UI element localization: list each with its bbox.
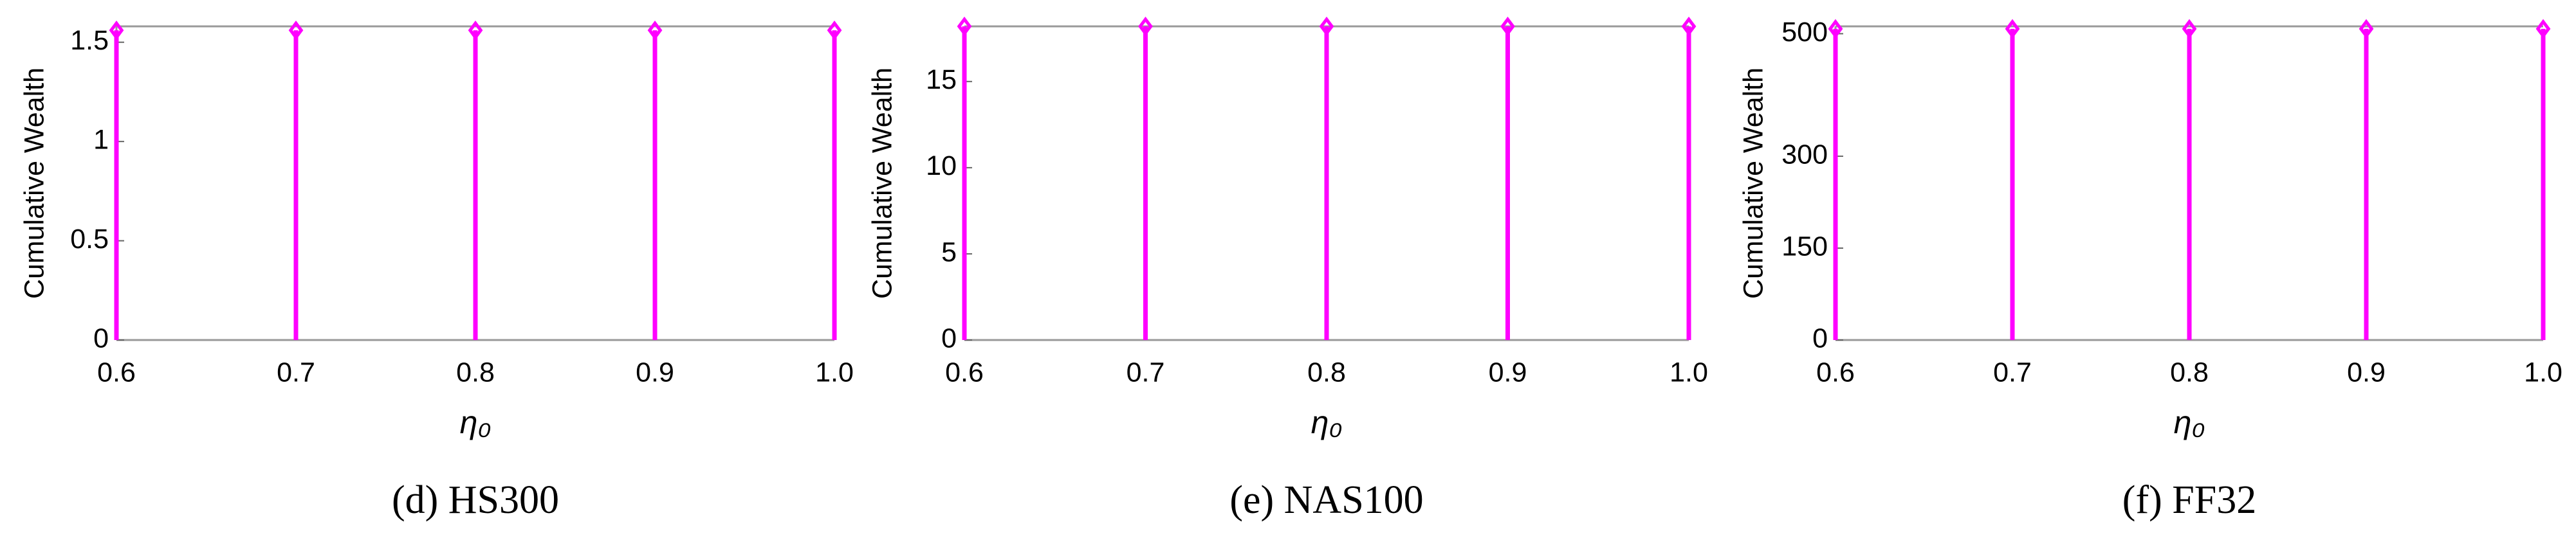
- stem-marker: [288, 21, 304, 40]
- x-axis-label: η₀: [1311, 404, 1343, 440]
- x-tick-label: 0.6: [945, 357, 984, 388]
- stem-marker: [1828, 19, 1843, 39]
- stem-marker: [2535, 19, 2551, 39]
- stem-marker: [2359, 19, 2374, 39]
- stem-marker: [1138, 16, 1153, 37]
- x-axis-label: η₀: [460, 404, 492, 440]
- y-tick-label: 0: [941, 323, 957, 354]
- x-tick-label: 0.9: [636, 357, 674, 388]
- stem-marker: [468, 21, 483, 40]
- stem-marker: [1681, 16, 1697, 37]
- x-tick-label: 0.7: [1993, 357, 2032, 388]
- y-tick-label: 300: [1781, 139, 1828, 170]
- stem-marker: [1500, 16, 1515, 37]
- y-axis-label: Cumulative Wealth: [1738, 67, 1769, 299]
- y-axis-label: Cumulative Wealth: [867, 67, 897, 299]
- stem-marker: [2182, 19, 2197, 39]
- x-tick-label: 0.9: [2347, 357, 2386, 388]
- x-tick-label: 0.6: [1816, 357, 1855, 388]
- x-tick-label: 0.7: [277, 357, 315, 388]
- stem-marker: [1319, 16, 1334, 37]
- y-axis-label: Cumulative Wealth: [19, 67, 50, 299]
- stem-marker: [647, 21, 663, 40]
- caption: (f) FF32: [2122, 478, 2256, 522]
- y-tick-label: 0.5: [70, 224, 109, 255]
- y-tick-label: 1.5: [70, 25, 109, 56]
- x-tick-label: 0.9: [1489, 357, 1527, 388]
- y-tick-label: 150: [1781, 231, 1828, 262]
- y-tick-label: 1: [93, 124, 109, 155]
- x-tick-label: 0.8: [456, 357, 495, 388]
- x-tick-label: 1.0: [815, 357, 854, 388]
- stem-marker: [827, 21, 842, 40]
- x-tick-label: 1.0: [1670, 357, 1708, 388]
- x-tick-label: 0.8: [1307, 357, 1346, 388]
- y-tick-label: 15: [926, 64, 957, 95]
- y-tick-label: 0: [93, 323, 109, 354]
- caption: (d) HS300: [392, 478, 559, 522]
- y-tick-label: 10: [926, 150, 957, 181]
- x-tick-label: 0.8: [2170, 357, 2209, 388]
- x-tick-label: 0.6: [97, 357, 136, 388]
- stem-marker: [2005, 19, 2020, 39]
- y-tick-label: 0: [1812, 323, 1828, 354]
- y-tick-label: 500: [1781, 17, 1828, 48]
- caption: (e) NAS100: [1229, 478, 1423, 522]
- stem-marker: [109, 21, 124, 40]
- x-axis-label: η₀: [2174, 404, 2205, 440]
- x-tick-label: 1.0: [2524, 357, 2562, 388]
- stem-marker: [957, 16, 972, 37]
- y-tick-label: 5: [941, 237, 957, 267]
- x-tick-label: 0.7: [1127, 357, 1165, 388]
